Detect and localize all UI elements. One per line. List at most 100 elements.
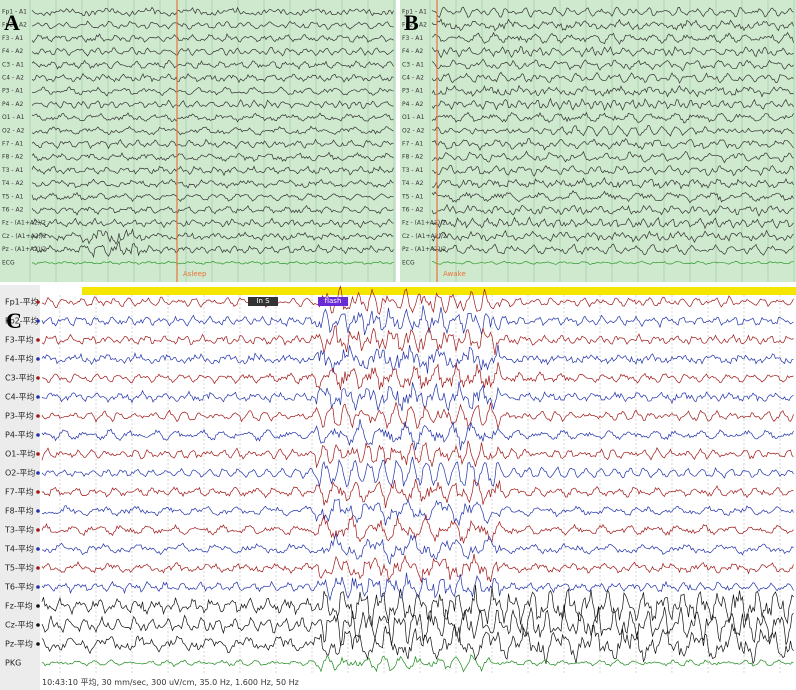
event-label: flash: [325, 297, 342, 305]
event-label: In S: [256, 297, 270, 305]
panel-label: B: [404, 10, 419, 35]
eeg-trace: [31, 20, 394, 30]
panel-c-time-bar: [82, 287, 796, 295]
channel-label: F7-平均: [5, 487, 34, 497]
eeg-trace: [431, 190, 794, 204]
channel-label: P3 - A1: [402, 88, 424, 95]
eeg-trace: [431, 97, 794, 111]
eeg-trace: [431, 45, 794, 59]
channel-label: Fp1-平均: [5, 297, 39, 307]
eeg-trace: [31, 86, 394, 97]
panel-label: A: [4, 10, 20, 35]
channel-label: Fp1 - A1: [2, 9, 27, 16]
channel-label: T4 - A2: [401, 180, 424, 187]
channel-label: P4-平均: [5, 430, 34, 440]
channel-label: T6-平均: [4, 582, 34, 592]
eeg-trace: [41, 478, 794, 508]
event-marker: [318, 297, 348, 306]
eeg-trace: [41, 572, 794, 602]
channel-label: PKG: [5, 659, 21, 668]
channel-label: P4 - A2: [402, 101, 424, 108]
eeg-trace: [31, 178, 394, 189]
channel-dot: [36, 642, 40, 646]
channel-dot: [36, 585, 40, 589]
eeg-trace: [31, 99, 394, 110]
eeg-trace: [31, 125, 394, 136]
channel-label: F4 - A2: [402, 48, 423, 55]
channel-label: Fp2 - A2: [402, 22, 427, 29]
channel-dot: [36, 452, 40, 456]
panel-label: C: [6, 308, 22, 333]
channel-label: T5 - A1: [1, 193, 24, 200]
eeg-trace: [41, 344, 794, 374]
eeg-trace: [431, 164, 794, 177]
channel-label: Fz - (A1+A2)/2: [402, 220, 446, 227]
eeg-trace: [41, 381, 794, 412]
channel-label: P4 - A2: [2, 101, 24, 108]
eeg-trace: [31, 72, 394, 84]
eeg-trace: [431, 111, 794, 124]
eeg-trace: [31, 32, 394, 44]
eeg-trace: [431, 18, 794, 32]
channel-label: C4-平均: [5, 392, 35, 402]
eeg-trace: [432, 124, 794, 137]
channel-dot: [36, 300, 40, 304]
eeg-trace: [431, 138, 794, 151]
eeg-trace: [31, 191, 394, 203]
event-marker: [248, 297, 278, 306]
panel-a-bg: [0, 0, 396, 282]
channel-label: F3 - A1: [402, 35, 423, 42]
channel-label: F3-平均: [5, 335, 34, 345]
channel-label: O2 - A2: [2, 127, 25, 134]
channel-label: Pz - (A1+A2)/2: [402, 246, 446, 253]
channel-label: ECG: [402, 259, 415, 266]
eeg-trace: [31, 112, 394, 123]
eeg-trace: [41, 419, 794, 451]
eeg-trace: [41, 553, 794, 583]
eeg-trace: [31, 151, 394, 163]
channel-dot: [36, 433, 40, 437]
eeg-trace: [431, 243, 794, 256]
channel-label: P3 - A1: [2, 88, 24, 95]
channel-label: T4 - A2: [1, 180, 24, 187]
channel-label: C4 - A2: [2, 75, 24, 82]
eeg-trace: [31, 46, 394, 57]
eeg-trace: [41, 440, 794, 469]
channel-dot: [36, 490, 40, 494]
channel-dot: [36, 376, 40, 380]
channel-label: T3 - A1: [401, 167, 424, 174]
channel-label: O1-平均: [5, 449, 35, 459]
eeg-trace: [41, 305, 794, 336]
eeg-trace: [431, 58, 794, 72]
eeg-trace: [41, 285, 794, 315]
channel-dot: [36, 357, 40, 361]
eeg-trace: [41, 498, 794, 527]
channel-label: F8 - A2: [2, 154, 23, 161]
eeg-trace: [41, 604, 794, 647]
eeg-trace: [431, 150, 794, 164]
channel-label: T5-平均: [4, 563, 34, 573]
channel-label: T3 - A1: [1, 167, 24, 174]
channel-dot: [36, 547, 40, 551]
eeg-trace: [31, 204, 394, 216]
eeg-trace: [41, 401, 794, 430]
eeg-trace: [31, 138, 394, 150]
eeg-trace: [41, 362, 794, 390]
eeg-trace: [31, 228, 394, 245]
eeg-trace: [431, 229, 794, 243]
panel-c-label-col: [0, 285, 40, 690]
channel-label: ECG: [2, 259, 15, 266]
channel-dot: [36, 471, 40, 475]
channel-label: F8 - A2: [402, 154, 423, 161]
channel-label: C3 - A1: [402, 61, 424, 68]
channel-label: F7 - A1: [402, 141, 423, 148]
channel-label: Cz - (A1+A2)/2: [402, 233, 447, 240]
channel-label: Fz-平均: [5, 601, 33, 611]
eeg-trace: [431, 176, 794, 190]
channel-label: Fp2-平均: [5, 316, 39, 326]
panel-b-bg: [400, 0, 796, 282]
channel-label: C3 - A1: [2, 61, 24, 68]
eeg-trace: [31, 165, 394, 177]
eeg-trace: [31, 59, 394, 70]
eeg-trace: [31, 240, 394, 259]
